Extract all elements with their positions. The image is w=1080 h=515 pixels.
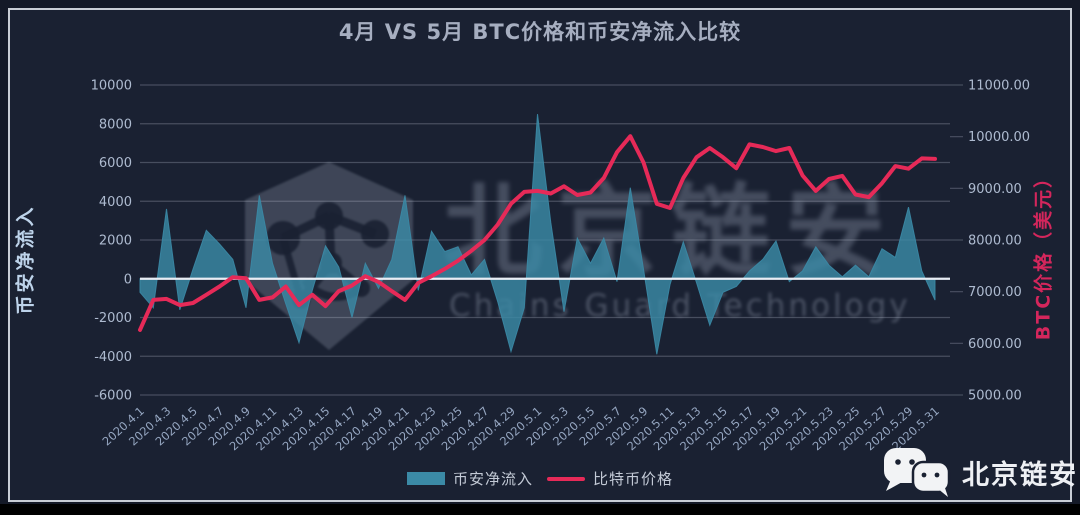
svg-text:10000.00: 10000.00	[968, 130, 1030, 145]
svg-text:4000: 4000	[99, 195, 132, 210]
netflow-area-series	[139, 114, 936, 355]
right-axis-tick-labels: 11000.00 10000.00 9000.00 8000.00 7000.00 600…	[950, 79, 1030, 404]
svg-text:10000: 10000	[91, 79, 132, 94]
btc-line-swatch	[547, 476, 585, 481]
svg-text:0: 0	[124, 272, 132, 287]
svg-text:11000.00: 11000.00	[968, 79, 1030, 94]
btc-price-line-series	[138, 134, 937, 332]
svg-text:-4000: -4000	[94, 350, 132, 365]
legend-item-netflow: 币安净流入	[406, 468, 533, 489]
svg-text:8000.00: 8000.00	[968, 234, 1022, 249]
right-axis-title: BTC价格（美元）	[1032, 166, 1055, 341]
publisher-logo: 北京链安	[882, 445, 1078, 499]
left-axis-title: 币安净流入	[14, 204, 37, 315]
svg-text:-6000: -6000	[94, 389, 132, 404]
left-axis-tick-labels: 10000 8000 6000 4000 2000 0 -2000 -4000 -6000	[91, 79, 132, 404]
svg-text:6000.00: 6000.00	[968, 337, 1022, 352]
chart-title: 4月 VS 5月 BTC价格和币安净流入比较	[338, 20, 742, 44]
x-axis-labels: 2020.4.12020.4.32020.4.52020.4.72020.4.9…	[100, 404, 942, 454]
svg-text:6000: 6000	[99, 156, 132, 171]
publisher-name: 北京链安	[962, 459, 1078, 491]
wechat-icon	[884, 448, 951, 497]
gridlines	[140, 84, 950, 396]
legend-label-netflow: 币安净流入	[452, 470, 533, 488]
svg-text:7000.00: 7000.00	[968, 285, 1022, 300]
netflow-area-swatch	[406, 472, 445, 485]
svg-text:9000.00: 9000.00	[968, 182, 1022, 197]
chart-legend: 币安净流入 比特币价格	[0, 468, 1080, 489]
svg-text:2000: 2000	[99, 234, 132, 249]
legend-label-btc: 比特币价格	[593, 470, 674, 488]
svg-text:8000: 8000	[99, 117, 132, 132]
svg-text:5000.00: 5000.00	[968, 389, 1022, 404]
bottom-black-strip	[0, 504, 1080, 515]
svg-text:-2000: -2000	[94, 311, 132, 326]
legend-item-btc: 比特币价格	[547, 468, 673, 489]
